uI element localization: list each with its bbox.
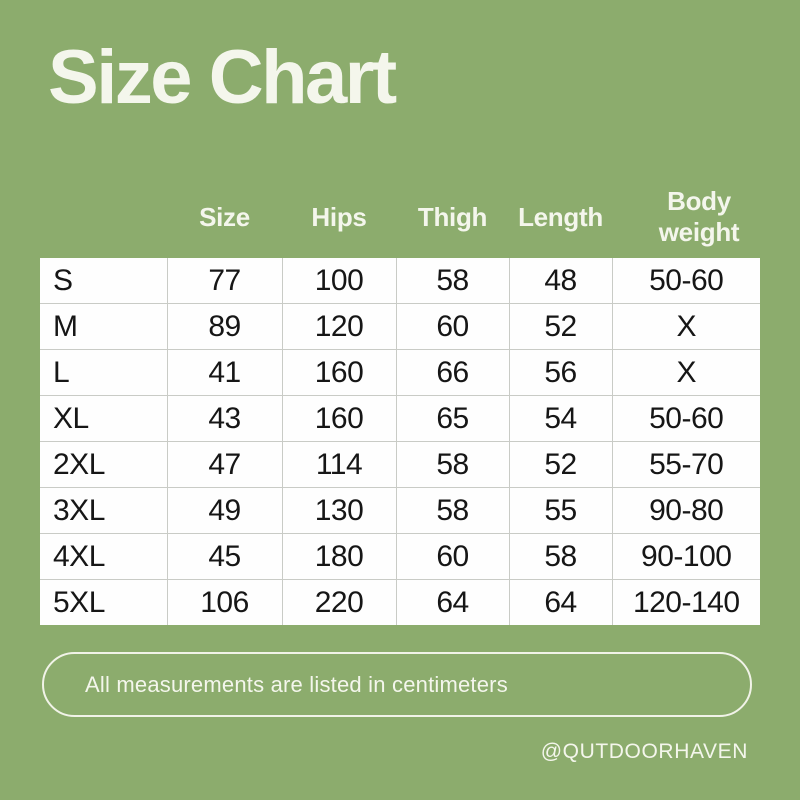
table-cell: 50-60 (611, 258, 760, 304)
table-cell: 55-70 (611, 441, 760, 488)
table-row: XL 43 160 65 54 50-60 (40, 395, 760, 442)
table-cell: 55 (508, 487, 613, 534)
size-table: Size Hips Thigh Length Body weight S 77 … (40, 186, 760, 625)
table-row: S 77 100 58 48 50-60 (40, 258, 760, 304)
table-row: L 41 160 66 56 X (40, 349, 760, 396)
measurements-note-text: All measurements are listed in centimete… (85, 671, 508, 697)
table-cell: 52 (508, 441, 613, 488)
table-cell: 65 (395, 395, 510, 442)
table-body: S 77 100 58 48 50-60 M 89 120 60 52 X L … (40, 258, 760, 625)
row-label: XL (40, 395, 168, 442)
table-cell: 160 (281, 395, 397, 442)
table-cell: 90-100 (611, 533, 760, 580)
row-label: M (40, 303, 168, 350)
table-cell: 106 (166, 579, 283, 625)
table-cell: 100 (281, 258, 397, 304)
column-header-blank (40, 186, 167, 258)
row-label: 5XL (40, 579, 168, 625)
table-cell: X (611, 349, 760, 396)
table-cell: 90-80 (611, 487, 760, 534)
table-row: 5XL 106 220 64 64 120-140 (40, 579, 760, 625)
table-cell: 64 (508, 579, 613, 625)
table-row: 4XL 45 180 60 58 90-100 (40, 533, 760, 580)
table-cell: 47 (166, 441, 283, 488)
table-cell: 58 (395, 441, 510, 488)
social-handle: @QUTDOORHAVEN (540, 740, 748, 763)
table-cell: 160 (281, 349, 397, 396)
column-header-body-weight: Body weight (658, 186, 740, 247)
table-cell: 180 (281, 533, 397, 580)
column-header-hips: Hips (311, 201, 367, 232)
table-cell: X (611, 303, 760, 350)
table-cell: 60 (395, 533, 510, 580)
table-cell: 114 (281, 441, 397, 488)
row-label: L (40, 349, 168, 396)
table-cell: 48 (508, 258, 613, 304)
column-header-size: Size (199, 201, 250, 232)
table-cell: 54 (508, 395, 613, 442)
table-cell: 52 (508, 303, 613, 350)
table-cell: 56 (508, 349, 613, 396)
table-cell: 58 (395, 487, 510, 534)
table-row: M 89 120 60 52 X (40, 303, 760, 350)
row-label: 2XL (40, 441, 168, 488)
row-label: 3XL (40, 487, 168, 534)
row-label: 4XL (40, 533, 168, 580)
table-header: Size Hips Thigh Length Body weight (40, 186, 760, 258)
page-title: Size Chart (48, 35, 397, 120)
measurements-note-pill: All measurements are listed in centimete… (42, 652, 752, 717)
table-cell: 120 (281, 303, 397, 350)
table-cell: 49 (166, 487, 283, 534)
table-cell: 60 (395, 303, 510, 350)
table-cell: 64 (395, 579, 510, 625)
table-cell: 120-140 (611, 579, 760, 625)
column-header-length: Length (518, 201, 603, 232)
table-cell: 50-60 (611, 395, 760, 442)
table-row: 2XL 47 114 58 52 55-70 (40, 441, 760, 488)
table-cell: 43 (166, 395, 283, 442)
column-header-thigh: Thigh (417, 201, 488, 232)
table-cell: 41 (166, 349, 283, 396)
table-cell: 58 (395, 258, 510, 304)
table-cell: 45 (166, 533, 283, 580)
table-cell: 77 (166, 258, 283, 304)
table-cell: 89 (166, 303, 283, 350)
table-cell: 58 (508, 533, 613, 580)
table-row: 3XL 49 130 58 55 90-80 (40, 487, 760, 534)
table-cell: 66 (395, 349, 510, 396)
table-cell: 220 (281, 579, 397, 625)
table-cell: 130 (281, 487, 397, 534)
row-label: S (40, 258, 168, 304)
